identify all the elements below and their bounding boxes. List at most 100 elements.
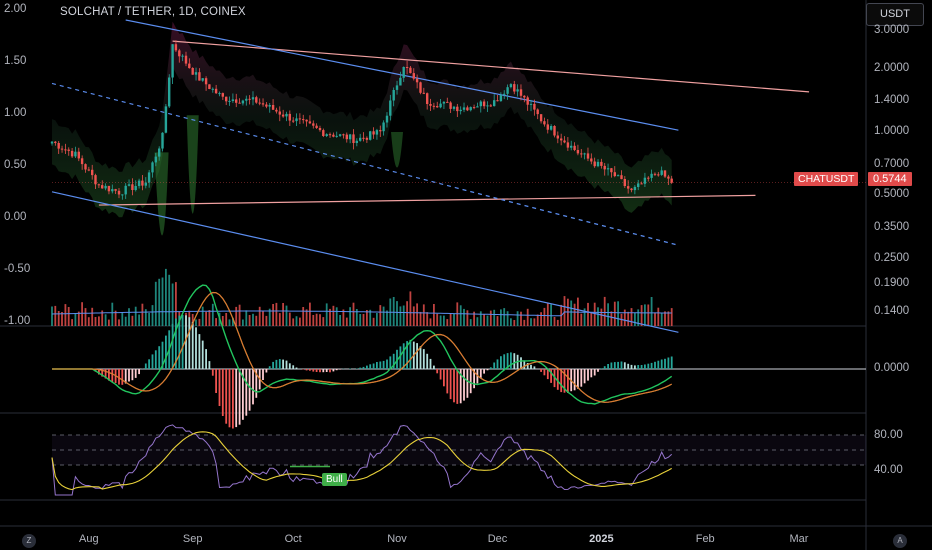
volume-bar (278, 313, 281, 326)
volume-bar (191, 314, 194, 326)
volume-bar (523, 319, 526, 326)
candle-body (419, 82, 422, 93)
volume-bar (171, 283, 174, 326)
volume-bar (339, 315, 341, 326)
volume-bar (382, 306, 385, 326)
volume-bar (459, 305, 462, 326)
volume-bar (77, 311, 80, 326)
macd-histogram-bar (523, 360, 526, 369)
candle-body (392, 90, 395, 101)
macd-histogram-bar (248, 369, 251, 411)
candle-body (208, 84, 211, 89)
volume-bar (583, 308, 586, 326)
left-axis-tick: 2.00 (4, 3, 27, 15)
candle-body (446, 101, 449, 103)
volatility-band (52, 21, 672, 236)
macd-histogram-bar (433, 365, 435, 369)
right-axis-tick: 0.3500 (874, 221, 910, 234)
candle-body (158, 148, 161, 157)
volume-bar (134, 306, 137, 326)
candle-body (570, 145, 573, 148)
volume-bar (228, 319, 231, 326)
macd-histogram-bar (218, 369, 221, 406)
macd-histogram-bar (654, 361, 656, 369)
macd-histogram-bar (530, 364, 532, 369)
volume-bar (593, 302, 596, 326)
volatility-band-area (52, 21, 672, 218)
candle-body (526, 97, 529, 105)
candle-body (459, 109, 462, 112)
macd-histogram-bar (372, 363, 375, 369)
rsi-band-fill (52, 435, 866, 465)
volume-bar (282, 303, 284, 326)
candle-body (245, 98, 248, 101)
macd-histogram-bar (238, 369, 241, 425)
macd-histogram-bar (118, 369, 120, 385)
volume-bar (489, 310, 492, 326)
volume-bar (369, 309, 372, 326)
volume-bar (332, 305, 335, 326)
macd-axis-tick: 0.0000 (874, 362, 910, 374)
candle-body (576, 150, 580, 154)
left-axis-tick: 1.50 (4, 55, 27, 67)
time-axis-tick: Feb (695, 533, 715, 545)
zoom-button[interactable]: Z (22, 534, 36, 548)
candle-body (523, 95, 526, 98)
volume-bar (630, 308, 633, 326)
candle-body (241, 100, 245, 104)
macd-histogram-bar (630, 364, 633, 369)
candle-body (546, 124, 549, 130)
candle-body (315, 125, 318, 128)
volume-bar (476, 317, 479, 326)
macd-histogram-bar (627, 363, 630, 369)
candle-body (355, 140, 358, 143)
candle-body (586, 153, 590, 159)
volume-bar (587, 302, 589, 326)
volume-bar (312, 315, 315, 326)
macd-histogram-bar (309, 369, 311, 371)
volume-bar (319, 314, 321, 326)
candle-body (342, 134, 345, 136)
currency-button[interactable]: USDT (866, 3, 924, 26)
candle-body (372, 131, 375, 135)
macd-histogram-bar (483, 369, 485, 374)
candle-body (496, 100, 499, 102)
macd-histogram-bar (386, 359, 388, 369)
volume-bar (124, 316, 127, 326)
macd-histogram-bar (456, 369, 459, 404)
candle-body (292, 120, 295, 122)
trendlines (51, 19, 810, 333)
macd-histogram-bar (503, 354, 506, 369)
volume-bar (235, 306, 238, 326)
time-axis-tick: Aug (79, 533, 99, 545)
volume-bar (556, 319, 559, 326)
rsi-axis-tick: 80.00 (874, 429, 903, 441)
volume-bar (258, 306, 261, 326)
candle-body (449, 102, 452, 109)
candle-body (131, 184, 134, 190)
candle-body (412, 73, 415, 79)
candle-body (164, 106, 168, 133)
candle-body (415, 78, 419, 83)
macd-histogram-bar (215, 369, 217, 393)
candle-body (362, 137, 365, 139)
candle-body (141, 180, 144, 186)
time-axis-tick: Mar (789, 533, 809, 545)
macd-histogram-bar (640, 365, 643, 369)
candle-body (563, 140, 566, 143)
volume-bar (660, 312, 663, 326)
candle-body (151, 162, 154, 173)
candle-body (94, 175, 97, 185)
macd-histogram-bar (429, 358, 432, 369)
macd-histogram-bar (322, 369, 325, 373)
macd-histogram-bar (463, 369, 465, 401)
macd-histogram-bar (319, 369, 321, 373)
auto-scale-button[interactable]: A (893, 534, 907, 548)
candle-body (255, 97, 258, 103)
candle-body (57, 143, 60, 149)
macd-histogram-bar (225, 369, 228, 424)
macd-histogram-bar (221, 369, 224, 416)
macd-histogram-bar (580, 369, 583, 387)
volume-bar (299, 317, 301, 326)
